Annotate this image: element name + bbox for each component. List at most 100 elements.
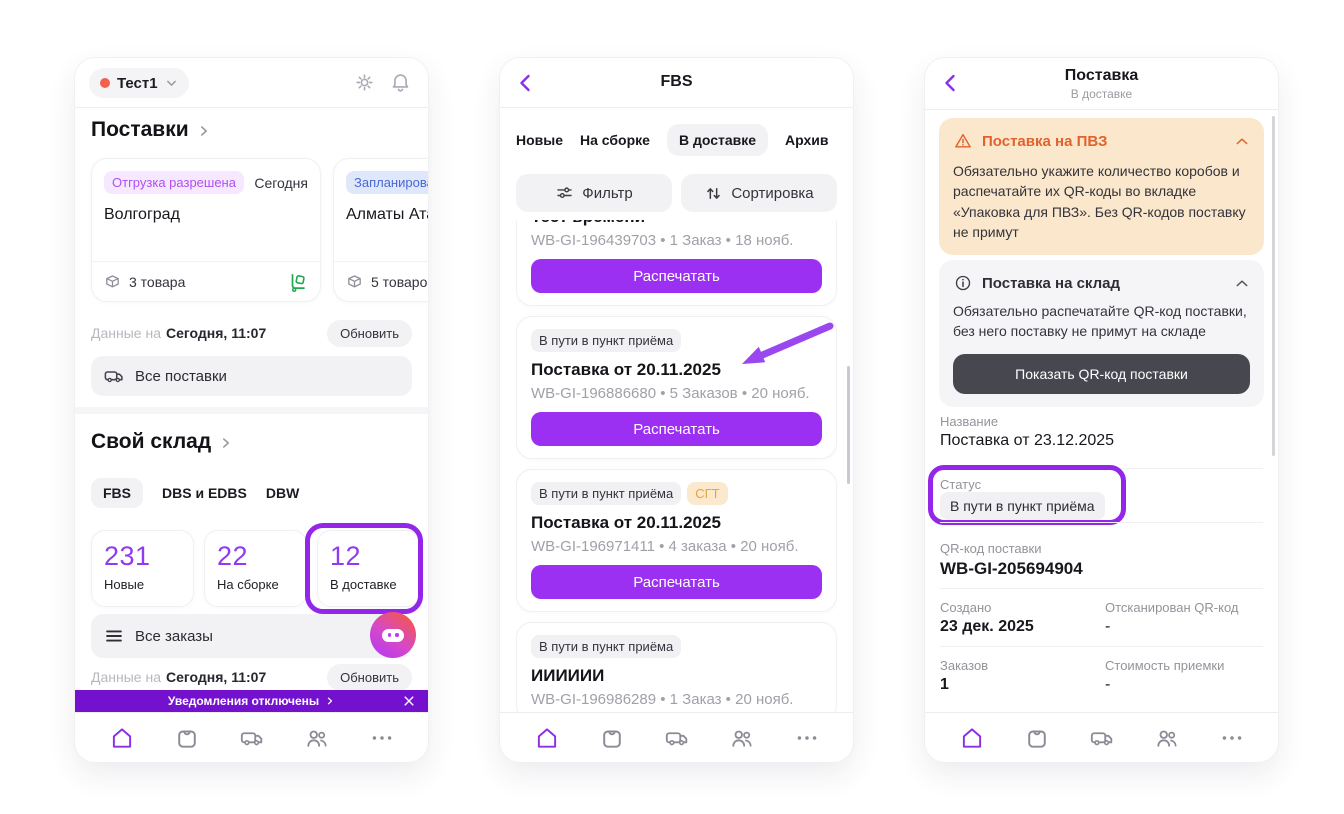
stat-value: 231 [104,541,151,571]
bag-icon[interactable] [174,725,200,751]
shipment-title: Поставка от 20.11.2025 [531,513,721,532]
field-label-cost: Стоимость приемки [1105,658,1225,673]
supply-date: Сегодня [254,174,308,191]
list-icon [103,625,125,647]
shipment-card[interactable]: В пути в пункт приёма Поставка от 20.11.… [516,316,837,459]
truck-icon[interactable] [239,725,265,751]
home-icon[interactable] [959,725,985,751]
notifications-disabled-banner[interactable]: Уведомления отключены [75,690,428,712]
stat-label: На сборке [217,577,279,592]
supply-cards-row: Отгрузка разрешена Сегодня Волгоград 3 т… [91,158,428,302]
bag-icon[interactable] [1024,725,1050,751]
print-button[interactable]: Распечатать [531,259,822,293]
supply-card[interactable]: Запланировано Алматы Ата 5 товаров [333,158,428,302]
phone-home-screen: Тест1 Поставки Отгрузка разрешена Сегодн… [75,58,428,762]
tab-new[interactable]: Новые [516,132,564,148]
supply-destination: Алматы Ата [346,206,428,223]
phone-fbs-list-screen: FBS Новые На сборке В доставке Архив Фил… [500,58,853,762]
shipment-card[interactable]: В пути в пункт приёма СГТ Поставка от 20… [516,469,837,612]
refresh-button[interactable]: Обновить [327,319,412,347]
shipment-status-badge: В пути в пункт приёма [531,482,682,505]
all-supplies-button[interactable]: Все поставки [91,356,412,396]
tab-assembling[interactable]: На сборке [580,132,650,148]
field-value-name: Поставка от 23.12.2025 [940,432,1115,449]
info-icon [953,273,973,293]
print-button[interactable]: Распечатать [531,565,822,599]
shipment-card[interactable]: В пути в пункт приёма ИИИИИИ WB-GI-19698… [516,622,837,712]
supply-card[interactable]: Отгрузка разрешена Сегодня Волгоград 3 т… [91,158,321,302]
refresh-button[interactable]: Обновить [327,663,412,691]
tab-archive[interactable]: Архив [785,132,829,148]
tab-in-delivery[interactable]: В доставке [666,124,769,156]
users-icon[interactable] [304,725,330,751]
chatbot-button[interactable] [370,612,416,658]
data-updated-row: Данные на Сегодня, 11:07 Обновить [91,663,412,691]
sort-icon [704,184,723,203]
bottom-nav [925,712,1278,762]
account-switcher[interactable]: Тест1 [89,68,189,98]
phone-supply-detail-screen: Поставка В доставке Поставка на ПВЗ Обяз… [925,58,1278,762]
pvz-warning-body: Обязательно укажите количество коробов и… [953,163,1246,240]
stat-card-in-delivery[interactable]: 12 В доставке [317,530,420,607]
supply-destination: Волгоград [104,206,180,223]
supplies-section-link[interactable]: Поставки [91,118,211,142]
truck-icon[interactable] [1089,725,1115,751]
all-supplies-label: Все поставки [135,367,227,385]
field-value-created: 23 дек. 2025 [940,618,1034,635]
account-name: Тест1 [117,74,158,92]
chevron-right-icon [197,124,211,138]
stat-card-new[interactable]: 231 Новые [91,530,194,607]
warehouse-info-header[interactable]: Поставка на склад [953,273,1250,293]
tab-fbs[interactable]: FBS [91,478,143,508]
supply-items-count: 3 товара [129,273,186,290]
fulfillment-mode-tabs: FBS DBS и EDBS DBW [91,478,299,508]
status-badge: В пути в пункт приёма [940,492,1105,520]
pvz-warning-header[interactable]: Поставка на ПВЗ [953,131,1250,151]
home-icon[interactable] [534,725,560,751]
warehouse-info-title: Поставка на склад [982,274,1121,292]
more-dots-icon[interactable] [1219,725,1245,751]
scrollbar[interactable] [1272,116,1275,456]
shipment-status-badge: В пути в пункт приёма [531,329,682,352]
field-label-qr: QR-код поставки [940,541,1042,556]
field-label-status: Статус [940,477,982,492]
banner-text: Уведомления отключены [167,694,320,708]
shipment-list: Тест времени WB-GI-196439703 • 1 Заказ •… [516,220,837,712]
chevron-up-icon [1234,133,1250,149]
users-icon[interactable] [729,725,755,751]
close-icon[interactable] [402,694,416,708]
shipment-card[interactable]: Тест времени WB-GI-196439703 • 1 Заказ •… [516,220,837,306]
truck-icon[interactable] [664,725,690,751]
divider [940,468,1263,469]
all-orders-button[interactable]: Все заказы [91,614,412,658]
shipment-status-badge: В пути в пункт приёма [531,635,682,658]
warning-triangle-icon [953,131,973,151]
chevron-right-icon [219,436,233,450]
more-dots-icon[interactable] [794,725,820,751]
trolley-icon [288,272,308,292]
supply-status-badge: Отгрузка разрешена [104,171,244,194]
home-icon[interactable] [109,725,135,751]
show-qr-button[interactable]: Показать QR-код поставки [953,353,1250,394]
scrollbar[interactable] [847,366,850,484]
bell-icon[interactable] [389,71,412,94]
supply-status-badge: Запланировано [346,171,428,194]
field-label-scanned: Отсканирован QR-код [1105,600,1239,615]
print-button[interactable]: Распечатать [531,412,822,446]
data-updated-prefix: Данные на [91,669,161,685]
sort-button[interactable]: Сортировка [681,174,837,212]
gear-icon[interactable] [353,71,376,94]
stat-card-assembling[interactable]: 22 На сборке [204,530,307,607]
shipment-sgt-badge: СГТ [687,482,728,505]
tab-dbs-edbs[interactable]: DBS и EDBS [162,485,247,501]
tab-dbw[interactable]: DBW [265,485,300,501]
field-label-created: Создано [940,600,992,615]
warehouse-info-card: Поставка на склад Обязательно распечатай… [939,260,1264,407]
filter-button[interactable]: Фильтр [516,174,672,212]
filter-sort-row: Фильтр Сортировка [516,174,837,212]
data-updated-row: Данные на Сегодня, 11:07 Обновить [91,319,412,347]
bag-icon[interactable] [599,725,625,751]
users-icon[interactable] [1154,725,1180,751]
own-warehouse-section-link[interactable]: Свой склад [91,430,233,454]
more-dots-icon[interactable] [369,725,395,751]
